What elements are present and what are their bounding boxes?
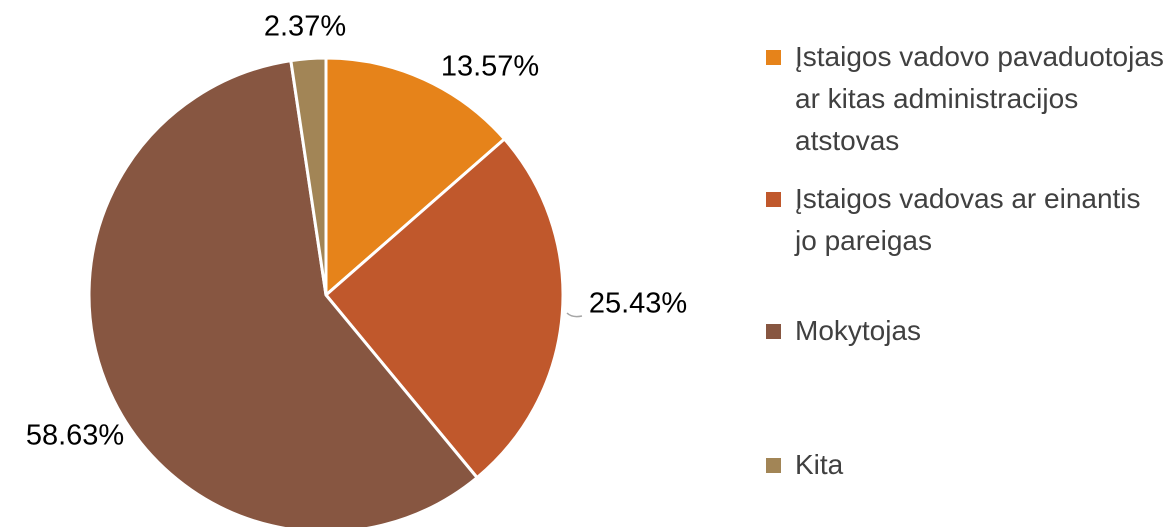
legend-swatch (766, 324, 781, 339)
pie-slice (87, 58, 480, 527)
chart: 13.57% 25.43% 58.63% 2.37% (26, 11, 687, 527)
pie-slice (323, 136, 565, 480)
leader-line (566, 312, 583, 318)
legend-swatch (766, 192, 781, 207)
legend-item: Kita (766, 444, 1165, 486)
data-label: 25.43% (589, 288, 687, 320)
legend-label: Įstaigos vadovas ar einantis jo pareigas (795, 183, 1141, 256)
data-label: 2.37% (264, 11, 346, 43)
legend-label: Mokytojas (795, 315, 922, 346)
data-label: 58.63% (26, 420, 124, 452)
legend-item: Įstaigos vadovas ar einantis jo pareigas (766, 178, 1165, 262)
data-label: 13.57% (441, 51, 539, 83)
pie-slice (324, 56, 507, 299)
legend-swatch (766, 458, 781, 473)
legend-item: Įstaigos vadovo pavaduotojas ar kitas ad… (766, 36, 1165, 162)
legend-item: Mokytojas (766, 310, 1165, 352)
pie-slice (289, 56, 328, 296)
legend-label: Kita (795, 449, 844, 480)
legend-swatch (766, 50, 781, 65)
legend-label: Įstaigos vadovo pavaduotojas ar kitas ad… (795, 41, 1164, 156)
